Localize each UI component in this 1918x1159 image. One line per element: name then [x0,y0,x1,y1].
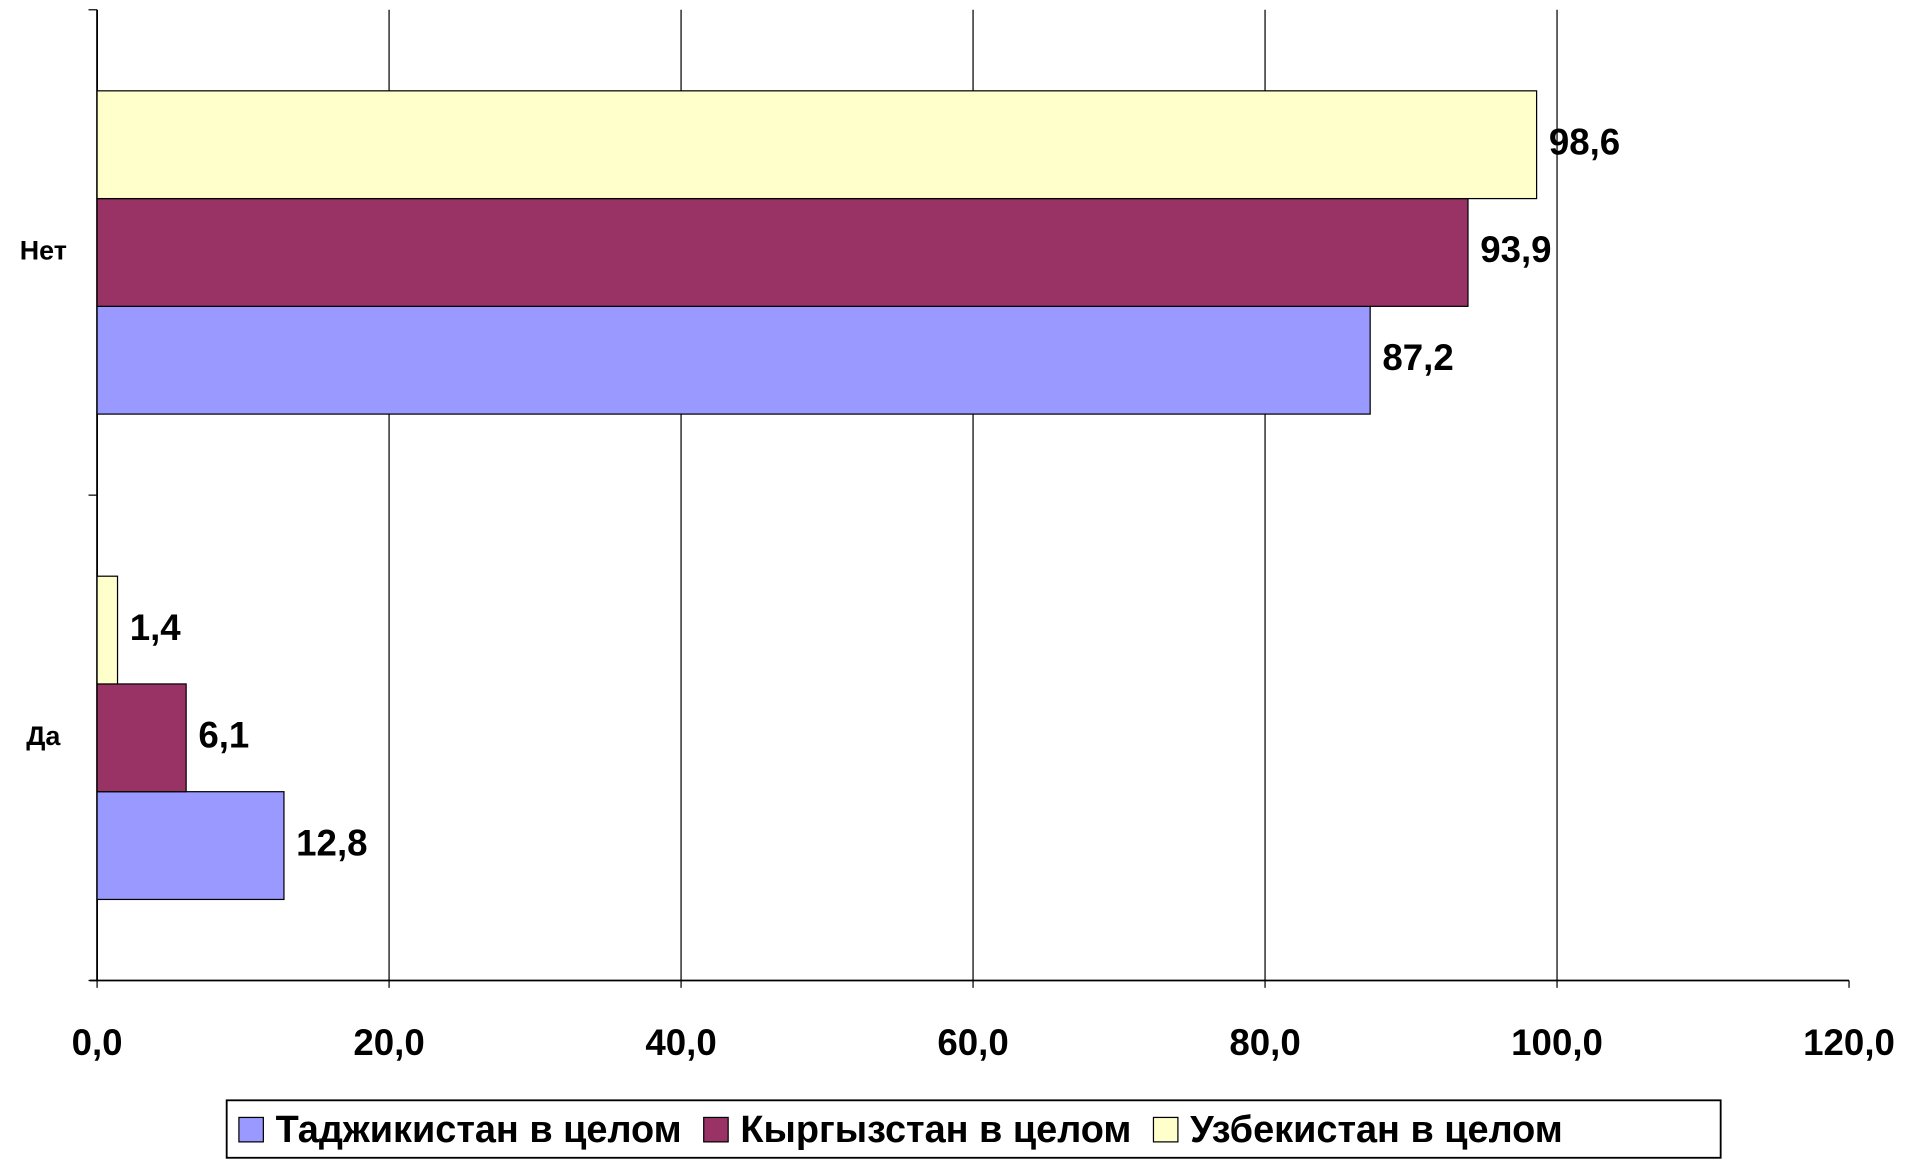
legend-swatch [703,1116,729,1143]
y-tick-label: Да [26,721,61,751]
x-tick-label: 0,0 [72,1022,123,1063]
bar [96,575,119,685]
x-tick-label: 60,0 [937,1022,1008,1063]
legend-label: Узбекистан в целом [1190,1109,1563,1151]
legend-swatch [1152,1116,1179,1143]
bar [96,305,1371,415]
x-tick-label: 120,0 [1803,1022,1895,1063]
x-tick-label: 80,0 [1229,1022,1300,1063]
legend-box [225,1099,1722,1159]
legend-label: Кыргызстан в целом [740,1109,1131,1151]
x-tick-label: 20,0 [353,1022,424,1063]
x-tick-label: 40,0 [645,1022,716,1063]
bar [96,197,1469,307]
bar [96,90,1538,200]
x-tick-label: 100,0 [1511,1022,1603,1063]
bar [96,683,187,793]
value-label: 1,4 [130,607,182,648]
value-label: 6,1 [198,715,249,756]
value-label: 93,9 [1480,229,1551,270]
legend-swatch [238,1116,264,1143]
value-label: 12,8 [296,822,367,863]
value-label: 87,2 [1382,337,1453,378]
value-label: 98,6 [1549,121,1620,162]
legend-label: Таджикистан в целом [276,1109,682,1151]
y-tick-label: Нет [20,236,67,266]
bar [96,791,285,901]
